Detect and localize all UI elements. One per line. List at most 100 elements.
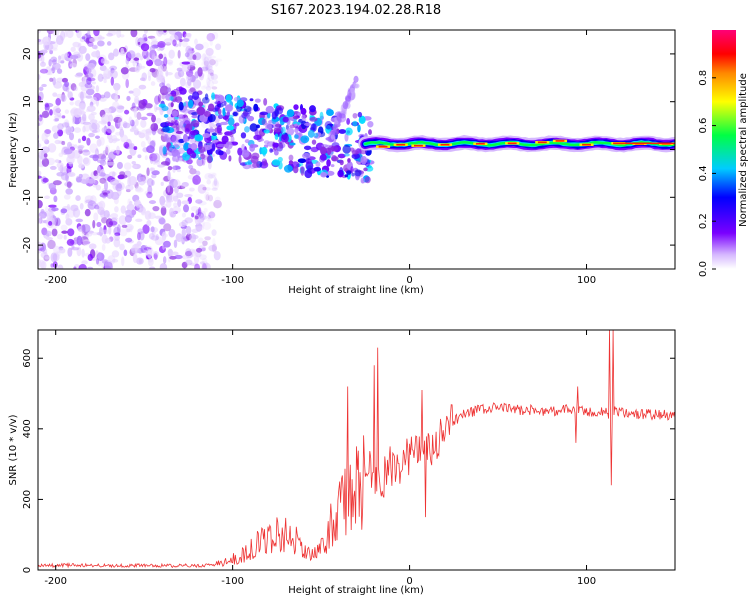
spectrogram-blob — [73, 51, 81, 57]
spectrogram-blob — [60, 172, 69, 181]
snr-y-tick-label: 400 — [22, 419, 33, 438]
spectrogram-blob — [61, 230, 68, 234]
spectrogram-blob — [97, 73, 104, 82]
spectrogram-blob — [199, 254, 207, 260]
spectrogram-blob — [292, 115, 299, 120]
spectrogram-blob — [69, 132, 75, 141]
spectrogram-blob — [119, 228, 128, 237]
spectrogram-blob — [108, 220, 118, 226]
spectrogram-blob — [204, 191, 210, 201]
snr-frame — [37, 329, 676, 571]
spectrogram-blob — [81, 223, 91, 233]
spectrogram-blob — [271, 111, 278, 120]
spectrogram-blob — [206, 155, 213, 164]
spectrogram-blob — [179, 87, 187, 95]
spectrogram-blob — [147, 178, 154, 187]
spectrogram-blob — [80, 83, 89, 92]
spectrogram-blob — [88, 113, 95, 121]
spectrogram-blob — [110, 69, 118, 79]
spectrogram-blob — [313, 132, 319, 138]
spectrogram-blob — [330, 164, 335, 168]
spectrogram-blob — [300, 135, 310, 144]
spectrogram-blob — [101, 114, 110, 124]
spectrogram-blob — [346, 118, 351, 125]
spectrogram-blob — [120, 67, 129, 75]
spectrogram-blob — [148, 200, 157, 205]
spectrogram-blob — [110, 191, 120, 200]
spectrogram-blob — [127, 154, 133, 160]
spectrogram-blob — [108, 52, 115, 61]
spectrogram-blob — [60, 148, 66, 155]
spectrogram-blob — [65, 188, 74, 195]
spectrogram-blob — [360, 177, 365, 184]
spectrogram-blob — [184, 217, 193, 224]
spectrogram-blob — [207, 69, 214, 75]
spectrogram-blob — [69, 63, 78, 68]
spectrogram-blob — [86, 137, 91, 146]
spectrogram-blob — [352, 120, 358, 127]
spectrogram-blob — [104, 180, 108, 191]
spectrogram-blob — [132, 253, 138, 264]
spectrogram-blob — [121, 224, 128, 228]
spectrogram-blob — [83, 66, 89, 76]
spectrogram-blob — [202, 221, 212, 230]
spectrogram-blob — [241, 112, 250, 119]
spectrogram-blob — [38, 73, 41, 81]
spectrogram-blob — [140, 43, 150, 52]
spectrogram-blob — [131, 164, 138, 169]
spectrogram-blob — [103, 91, 111, 99]
spectrogram-blob — [211, 187, 218, 191]
spectrogram-y-tick-label: -20 — [22, 237, 33, 253]
spectrogram-blob — [53, 195, 58, 203]
spectrogram-blob — [191, 111, 199, 116]
spectrogram-blob — [313, 166, 321, 172]
spectrogram-blob — [294, 128, 299, 133]
spectrogram-blob — [198, 101, 204, 107]
spectrogram-blob — [172, 165, 176, 173]
spectrogram-blob — [205, 218, 215, 222]
spectrogram-blob — [142, 33, 148, 42]
spectrogram-blob — [50, 56, 58, 63]
spectrogram-blob — [97, 40, 105, 47]
spectrogram-blob — [168, 228, 176, 238]
spectrogram-blob — [181, 184, 186, 190]
spectrogram-blob — [212, 179, 219, 187]
spectrogram-blob — [326, 159, 331, 167]
spectrogram-blob — [114, 87, 119, 97]
spectrogram-blob — [94, 204, 100, 210]
spectrogram-blob — [134, 187, 144, 193]
spectrogram-blob — [46, 211, 53, 221]
spectrogram-blob — [91, 81, 97, 85]
spectrogram-blob — [91, 122, 100, 130]
spectrogram-blob — [281, 126, 286, 135]
spectrogram-blob — [51, 207, 59, 212]
spectrogram-blob — [42, 177, 49, 183]
spectrogram-blob — [224, 104, 234, 113]
spectrogram-blob — [85, 88, 95, 96]
spectrogram-blob — [201, 260, 208, 269]
spectrogram-blob — [54, 251, 61, 258]
spectrogram-blob — [343, 153, 350, 157]
spectrogram-blob — [211, 132, 217, 136]
spectrogram-blob — [230, 135, 235, 144]
spectrogram-blob — [265, 105, 275, 114]
spectrogram-blob — [60, 208, 68, 214]
spectrogram-blob — [57, 264, 64, 269]
spectrogram-blob — [56, 77, 65, 83]
spectrogram-blob — [197, 184, 207, 194]
spectrogram-blob — [116, 224, 121, 234]
spectrogram-blob — [126, 95, 131, 102]
spectrogram-blob — [125, 184, 134, 191]
spectrogram-blob — [167, 248, 174, 257]
spectrogram-blob — [208, 244, 217, 252]
spectrogram-blob — [135, 52, 141, 58]
spectrogram-blob — [66, 203, 70, 210]
spectrogram-blob — [44, 129, 51, 138]
spectrogram-blob — [69, 54, 79, 60]
spectrogram-blob — [330, 134, 335, 140]
spectrogram-blob — [144, 155, 148, 161]
spectrogram-blob — [309, 105, 316, 113]
spectrogram-blob — [40, 209, 45, 214]
spectrogram-blob — [41, 83, 47, 88]
spectrogram-blob — [320, 171, 328, 178]
